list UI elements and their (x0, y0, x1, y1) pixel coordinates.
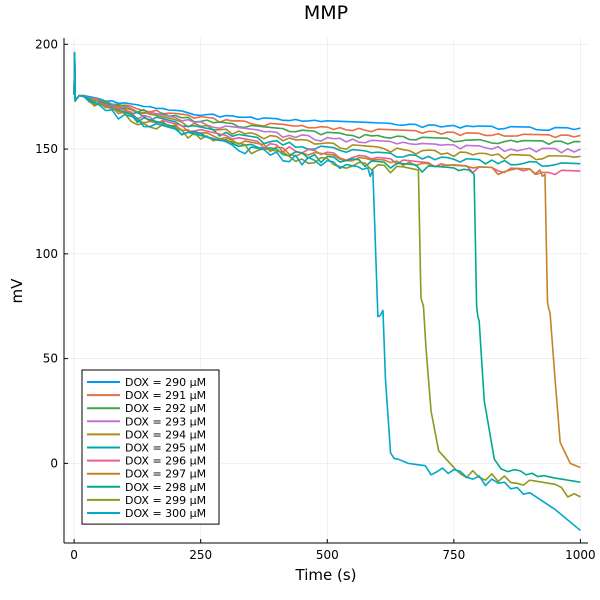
legend-entry: DOX = 294 µM (125, 428, 206, 441)
y-axis-title: mV (8, 278, 26, 304)
chart-title: MMP (304, 2, 348, 24)
grid (64, 38, 588, 543)
axes: 0 250 500 750 1000 0 50 100 150 200 (35, 37, 596, 562)
y-tick-label: 0 (50, 456, 58, 470)
legend-entry: DOX = 298 µM (125, 481, 206, 494)
x-tick-label: 250 (189, 548, 212, 562)
series-line (73, 51, 581, 168)
x-tick-label: 0 (70, 548, 78, 562)
y-tick-label: 200 (35, 37, 58, 51)
x-axis-title: Time (s) (295, 566, 357, 584)
series-line (73, 51, 581, 532)
x-tick-label: 500 (316, 548, 339, 562)
series-lines (73, 51, 581, 532)
series-line (73, 51, 581, 484)
y-tick-label: 150 (35, 142, 58, 156)
legend-entry: DOX = 297 µM (125, 468, 206, 481)
legend-entry: DOX = 300 µM (125, 507, 206, 520)
legend-entry: DOX = 295 µM (125, 442, 206, 455)
legend-entry: DOX = 296 µM (125, 455, 206, 468)
legend-entry: DOX = 292 µM (125, 402, 206, 415)
legend-entry: DOX = 290 µM (125, 376, 206, 389)
legend-entry: DOX = 293 µM (125, 415, 206, 428)
legend-entry: DOX = 291 µM (125, 389, 206, 402)
series-line (73, 51, 581, 498)
y-tick-label: 50 (43, 352, 58, 366)
y-tick-label: 100 (35, 247, 58, 261)
x-tick-label: 1000 (565, 548, 596, 562)
series-line (73, 51, 581, 469)
x-tick-label: 750 (442, 548, 465, 562)
series-line (73, 51, 581, 139)
series-line (73, 51, 581, 132)
legend-entry: DOX = 299 µM (125, 494, 206, 507)
